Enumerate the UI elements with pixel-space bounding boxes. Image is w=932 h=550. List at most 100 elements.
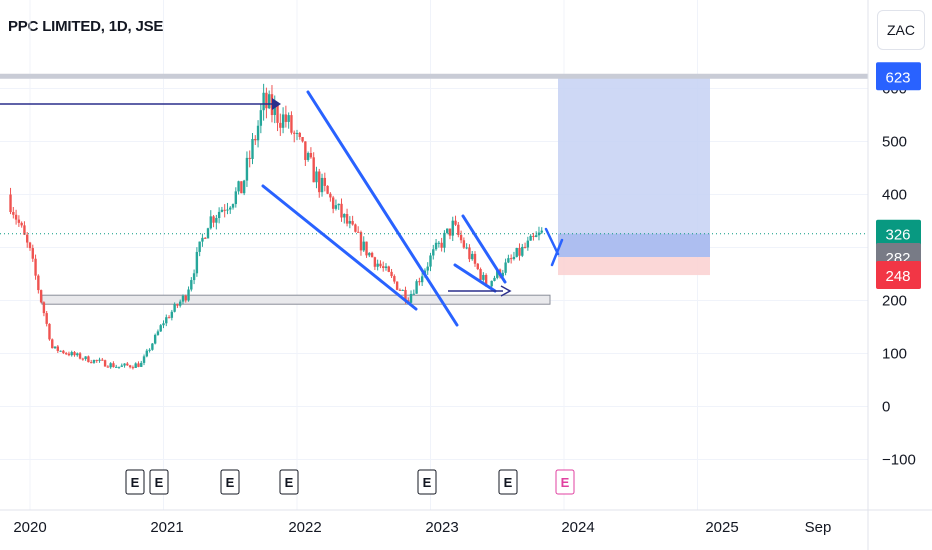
candle-down [78, 353, 82, 359]
entry-band [558, 233, 710, 258]
earnings-marker: E [220, 469, 240, 495]
candle-down [223, 209, 226, 211]
candle-down [448, 228, 452, 236]
candle-up [209, 216, 212, 229]
candle-down [326, 185, 329, 194]
candle-up [465, 247, 468, 249]
candle-up [159, 325, 162, 332]
candle-down [440, 242, 443, 248]
x-tick-label: 2024 [561, 519, 594, 536]
candle-up [84, 356, 87, 359]
currency-button[interactable]: ZAC [877, 10, 925, 50]
candle-up [362, 241, 365, 251]
candle-up [415, 281, 418, 294]
candle-up [287, 115, 290, 122]
earnings-marker: E [417, 469, 437, 495]
candle-up [117, 366, 121, 368]
candle-up [451, 220, 454, 236]
candle-down [128, 365, 132, 368]
candle-up [368, 252, 371, 256]
candle-up [259, 110, 263, 126]
candle-up [493, 277, 496, 281]
candle-down [304, 141, 307, 160]
target-zone [558, 76, 710, 258]
candle-up [320, 177, 324, 193]
arrow-head-mid [500, 285, 512, 297]
candle-up [195, 251, 199, 274]
candle-down [240, 181, 243, 194]
candle-down [81, 358, 85, 360]
candle-down [101, 359, 104, 361]
candle-down [89, 362, 93, 364]
candle-up [53, 346, 57, 349]
earnings-marker-label: E [285, 475, 294, 490]
candle-down [395, 281, 399, 290]
candle-up [120, 365, 123, 367]
y-tick-label: 200 [882, 293, 907, 310]
candle-down [204, 237, 207, 239]
candle-down [131, 367, 135, 369]
candle-up [496, 269, 499, 278]
candle-down [309, 153, 313, 158]
candle-up [140, 362, 143, 367]
candle-down [404, 289, 407, 301]
candle-down [323, 177, 327, 186]
x-tick-label: 2023 [425, 519, 458, 536]
candle-up [215, 218, 218, 223]
candle-up [471, 253, 474, 260]
candle-up [512, 256, 516, 259]
candle-up [165, 317, 168, 324]
candle-up [412, 293, 416, 295]
earnings-marker-box [125, 469, 145, 495]
earnings-marker-label: E [131, 475, 140, 490]
candle-down [56, 346, 60, 351]
candle-down [379, 263, 382, 267]
candle-down [17, 219, 21, 223]
candle-down [293, 132, 296, 134]
earnings-marker: E [125, 469, 145, 495]
candle-down [331, 197, 335, 209]
candle-up [109, 363, 112, 368]
candle-down [318, 171, 321, 193]
candle-up [256, 125, 260, 141]
candle-up [70, 352, 73, 356]
candle-down [418, 281, 421, 283]
candle-down [473, 253, 477, 264]
earnings-marker-label: E [561, 475, 570, 490]
candle-up [315, 171, 318, 183]
candle-down [126, 363, 129, 366]
candle-down [370, 252, 374, 258]
candle-up [262, 92, 265, 111]
earnings-marker: E [149, 469, 169, 495]
candle-down [359, 232, 363, 251]
candle-up [153, 334, 157, 344]
candle-down [509, 258, 513, 260]
y-tick-label: 0 [882, 399, 890, 416]
candle-up [529, 235, 532, 241]
x-tick-label: 2021 [150, 519, 183, 536]
arrow-head-left [272, 98, 281, 110]
candle-down [523, 246, 527, 248]
candle-up [59, 350, 62, 352]
candle-up [173, 304, 176, 312]
candle-up [162, 323, 165, 326]
candle-up [142, 356, 146, 363]
candle-down [103, 360, 107, 367]
candle-up [234, 191, 238, 205]
candle-down [45, 313, 48, 324]
candle-down [345, 213, 349, 224]
candle-up [376, 263, 379, 267]
candle-up [384, 266, 388, 268]
candle-up [220, 209, 224, 212]
earnings-marker-label: E [504, 475, 513, 490]
chart-title: PPC LIMITED, 1D, JSE [8, 18, 164, 35]
candle-down [28, 242, 32, 249]
candle-up [145, 350, 149, 357]
earnings-marker-box [149, 469, 169, 495]
candles [0, 83, 868, 370]
candle-up [170, 311, 174, 318]
earnings-marker: E [498, 469, 518, 495]
candle-down [265, 92, 268, 109]
